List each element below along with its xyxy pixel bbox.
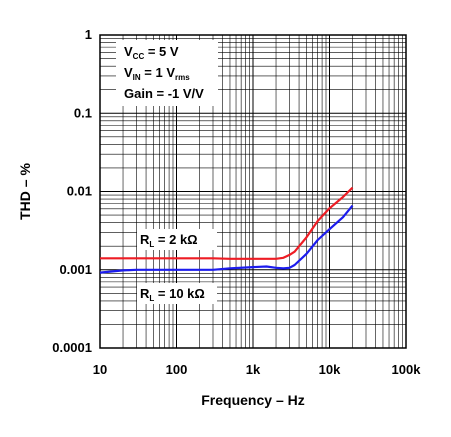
conditions-bg — [116, 40, 218, 106]
condition-line-3: Gain = -1 V/V — [124, 86, 204, 101]
y-tick-labels: 1 0.1 0.01 0.001 0.0001 — [52, 27, 92, 355]
condition-line-2-rest: = 1 V — [141, 65, 176, 80]
x-axis-label: Frequency – Hz — [201, 392, 304, 408]
series-group — [99, 186, 354, 274]
series-label-2-sub: L — [149, 294, 154, 303]
series-label-bg — [137, 229, 217, 250]
x-tick-label: 10 — [93, 362, 107, 377]
condition-line-1-base: V — [124, 44, 133, 59]
condition-line-2-sub: IN — [133, 73, 141, 82]
series-label-1-sub: L — [149, 240, 154, 249]
condition-line-3-base: Gain = -1 V/V — [124, 86, 204, 101]
series-line-2 — [99, 204, 354, 274]
x-tick-label: 10k — [319, 362, 341, 377]
x-tick-label: 1k — [246, 362, 261, 377]
series-label-bg — [137, 283, 217, 304]
series-label-1-base: R — [140, 232, 150, 247]
y-tick-label: 0.1 — [74, 105, 92, 120]
condition-line-1-sub: CC — [133, 52, 145, 61]
series-line-1 — [100, 186, 354, 260]
condition-line-2-sub2: rms — [175, 73, 190, 82]
condition-line-2-base: V — [124, 65, 133, 80]
condition-line-2: VIN = 1 Vrms — [124, 65, 190, 82]
y-tick-label: 0.01 — [67, 184, 92, 199]
series-label-2: RL = 10 kΩ — [140, 286, 205, 303]
y-axis-label: THD – % — [17, 163, 33, 220]
condition-line-1-rest: = 5 V — [144, 44, 179, 59]
x-tick-label: 100k — [392, 362, 422, 377]
y-tick-label: 1 — [85, 27, 92, 42]
x-tick-labels: 10 100 1k 10k 100k — [93, 362, 421, 377]
plot-frame — [99, 34, 407, 349]
series-label-1: RL = 2 kΩ — [140, 232, 198, 249]
series-label-1-rest: = 2 kΩ — [154, 232, 197, 247]
y-tick-label: 0.0001 — [52, 340, 92, 355]
series-label-2-rest: = 10 kΩ — [154, 286, 205, 301]
series-label-2-base: R — [140, 286, 150, 301]
x-tick-label: 100 — [166, 362, 188, 377]
y-tick-label: 0.001 — [59, 262, 92, 277]
condition-line-1: VCC = 5 V — [124, 44, 179, 61]
